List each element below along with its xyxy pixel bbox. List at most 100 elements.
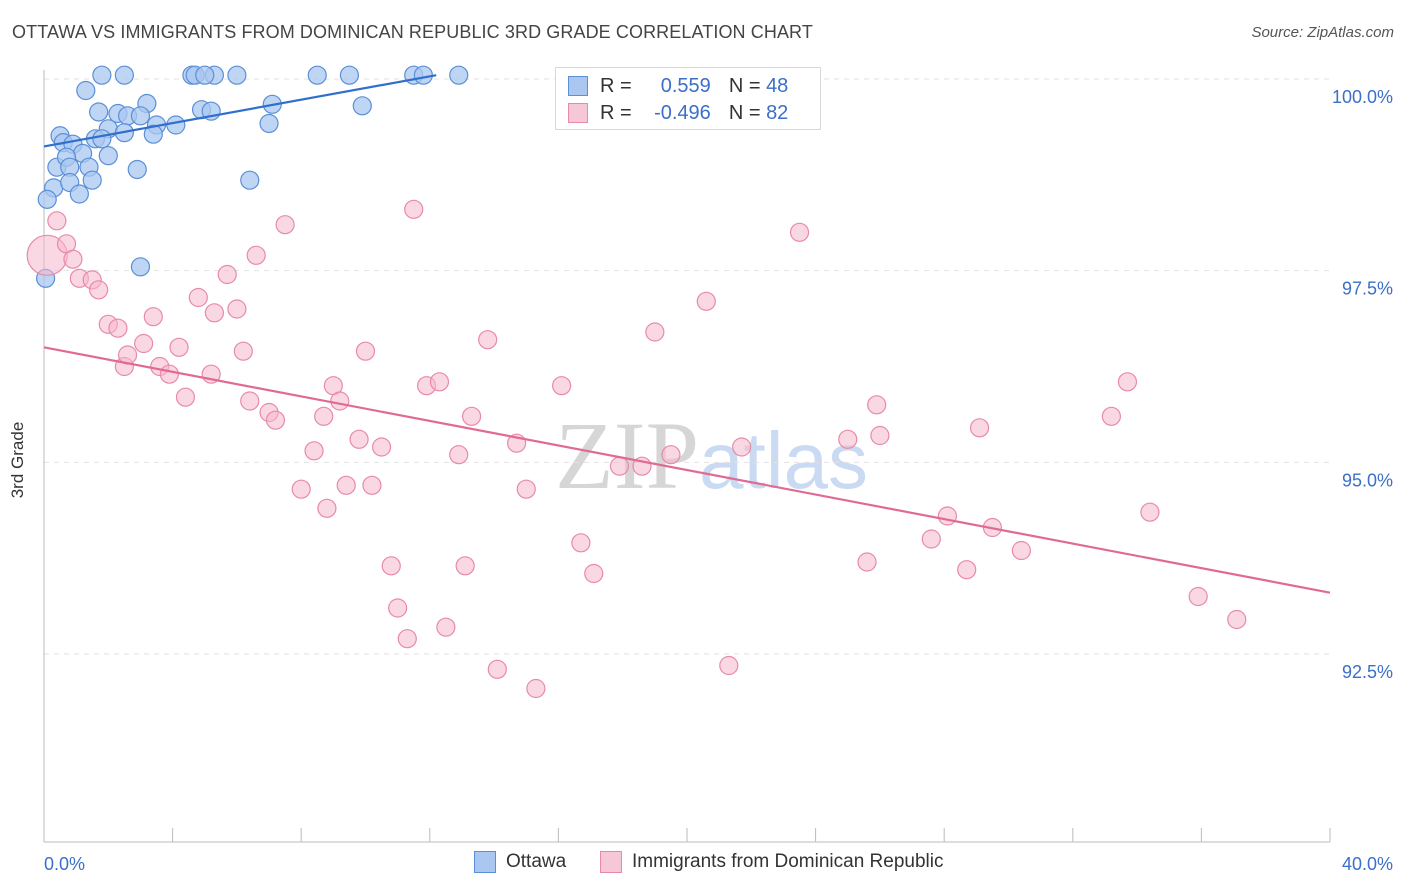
dominican-point [227, 299, 247, 319]
dominican-point [921, 529, 941, 549]
dominican-point [789, 222, 810, 242]
series-legend: Ottawa Immigrants from Dominican Republi… [0, 851, 1406, 879]
dominican-point [143, 307, 163, 327]
dominican-point [291, 479, 311, 499]
dominican-point [584, 563, 604, 584]
dominican-point [552, 376, 572, 396]
data-points [26, 65, 1247, 699]
dominican-point [461, 406, 482, 426]
r-value: -0.496 [654, 101, 711, 124]
n-label: N = [728, 101, 761, 124]
correlation-legend: R = 0.559 N = 48 R = -0.496 N = 82 [555, 67, 821, 130]
chart-source: Source: ZipAtlas.com [1251, 24, 1394, 41]
dominican-point [175, 387, 196, 407]
dominican-point [388, 598, 408, 618]
dominican-point [63, 249, 83, 269]
legend-row-ottawa: R = 0.559 N = 48 [568, 73, 788, 99]
dominican-point [159, 364, 179, 384]
legend-item-dominican: Immigrants from Dominican Republic [600, 851, 944, 873]
trend-line-ottawa [43, 74, 437, 148]
chart-title: OTTAWA VS IMMIGRANTS FROM DOMINICAN REPU… [12, 22, 813, 42]
dominican-point [436, 617, 456, 637]
y-tick-label: 100.0% [1332, 87, 1393, 107]
dominican-point [336, 475, 356, 495]
ottawa-point [89, 102, 109, 122]
ottawa-point [76, 80, 96, 101]
dominican-point [867, 395, 887, 415]
ottawa-point [130, 257, 151, 277]
ottawa-point [195, 65, 215, 85]
dominican-point [719, 655, 739, 676]
dominican-point [937, 506, 958, 526]
ottawa-point [259, 113, 279, 134]
dominican-point [857, 552, 877, 572]
y-tick-label: 92.5% [1342, 662, 1393, 682]
ottawa-point [130, 106, 151, 126]
dominican-point [487, 659, 507, 679]
dominican-point [1227, 609, 1247, 630]
dominican-point [381, 556, 401, 576]
dominican-point [1188, 586, 1208, 607]
dominican-point [957, 560, 977, 580]
dominican-point [478, 330, 498, 350]
legend-label-dominican: Immigrants from Dominican Republic [632, 851, 944, 872]
dominican-point [349, 429, 369, 449]
legend-item-ottawa: Ottawa [474, 851, 566, 873]
legend-swatch-ottawa [474, 851, 496, 873]
ottawa-point [240, 170, 260, 190]
dominican-point [233, 341, 253, 361]
dominican-point [404, 199, 424, 219]
dominican-point [240, 391, 260, 411]
ottawa-point [166, 115, 186, 135]
r-value: 0.559 [660, 74, 711, 97]
ottawa-point [449, 65, 469, 85]
dominican-point [188, 287, 208, 308]
watermark-atlas: atlas [699, 416, 868, 505]
dominican-point [732, 437, 752, 457]
dominican-point [169, 337, 189, 357]
n-value: 82 [766, 101, 789, 124]
tick-labels: 92.5% 95.0% 97.5% 100.0% 0.0% 40.0% [44, 87, 1393, 874]
legend-swatch-dominican [600, 851, 622, 873]
dominican-point [870, 425, 890, 446]
legend-swatch-ottawa [568, 76, 588, 96]
legend-swatch-dominican [568, 103, 588, 123]
x-tick-label: 40.0% [1342, 854, 1393, 874]
series-dominican [26, 199, 1247, 699]
ottawa-point [92, 65, 112, 85]
ottawa-point [69, 184, 89, 204]
dominican-point [526, 678, 546, 699]
y-tick-label: 97.5% [1342, 279, 1393, 299]
y-tick-label: 95.0% [1342, 470, 1393, 490]
dominican-point [969, 418, 990, 438]
watermark: ZIPatlas [555, 400, 868, 511]
dominican-point [661, 445, 681, 465]
dominican-point [516, 479, 536, 499]
dominican-point [1140, 502, 1160, 522]
dominican-point [371, 437, 392, 457]
r-label: R = [600, 74, 632, 97]
dominican-point [429, 372, 450, 392]
dominican-point [304, 441, 324, 461]
dominican-point [609, 456, 630, 476]
dominican-point [134, 333, 154, 354]
ottawa-point [143, 124, 163, 144]
ottawa-point [92, 129, 112, 149]
ottawa-point [127, 159, 147, 180]
dominican-point [362, 475, 382, 495]
dominican-point [217, 264, 237, 285]
dominican-point [246, 245, 266, 265]
dominican-point [204, 303, 224, 323]
dominican-point [108, 318, 128, 338]
legend-row-dominican: R = -0.496 N = 82 [568, 100, 788, 126]
ottawa-point [227, 65, 247, 85]
dominican-point [89, 280, 109, 300]
y-axis-label: 3rd Grade [8, 421, 27, 499]
dominican-point [455, 556, 475, 576]
trend-lines [43, 74, 1331, 594]
trend-line-dominican [43, 346, 1331, 594]
r-label: R = [600, 101, 632, 124]
n-label: N = [728, 74, 761, 97]
dominican-point [1011, 540, 1031, 561]
